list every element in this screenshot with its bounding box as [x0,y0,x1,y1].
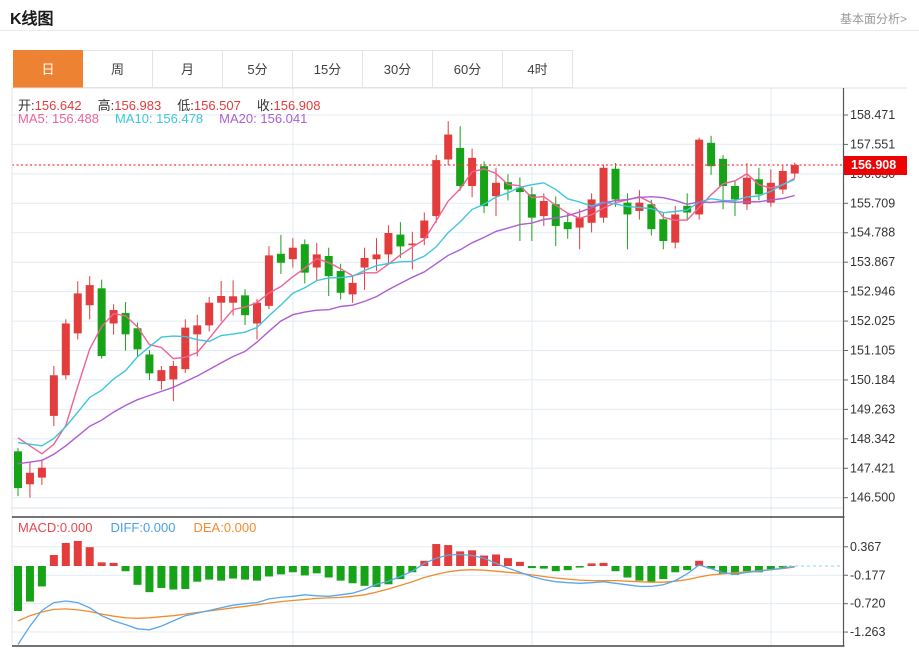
ma5-line [17,168,796,455]
svg-text:152.946: 152.946 [850,285,895,299]
svg-text:147.421: 147.421 [850,461,895,475]
ma10-line [17,178,796,447]
price-axis-labels: 158.471157.551156.630155.709154.788153.8… [843,108,895,639]
dea-value: DEA:0.000 [193,520,257,535]
macd-info-row: MACD:0.000 DIFF:0.000 DEA:0.000 [18,520,256,535]
low-value: 156.507 [193,98,241,113]
low-label: 低: [177,98,194,113]
tab-日[interactable]: 日 [13,50,83,88]
macd-value: MACD:0.000 [18,520,93,535]
svg-text:154.788: 154.788 [850,226,895,240]
tab-30分[interactable]: 30分 [363,50,433,88]
svg-text:-1.263: -1.263 [850,625,885,639]
svg-text:153.867: 153.867 [850,255,895,269]
svg-text:157.551: 157.551 [850,137,895,151]
candlesticks [14,121,799,498]
close-label: 收: [256,98,274,113]
gridlines [12,88,844,646]
header-divider [0,30,919,31]
svg-text:158.471: 158.471 [850,108,895,122]
page-title: K线图 [10,11,54,28]
open-value: 156.642 [34,98,82,113]
panel-borders [11,87,907,647]
ma-info-row: MA5: 156.488 MA10: 156.478 MA20: 156.041 [18,111,307,126]
svg-text:0.367: 0.367 [850,540,881,554]
ma10-value: MA10: 156.478 [114,111,204,126]
macd-lines [17,553,795,645]
svg-text:152.025: 152.025 [850,314,895,328]
fundamental-analysis-link[interactable]: 基本面分析> [839,12,907,26]
svg-text:149.263: 149.263 [850,402,895,416]
svg-text:151.105: 151.105 [850,343,895,357]
high-value: 156.983 [114,98,162,113]
ma-lines [17,168,796,465]
diff-value: DIFF:0.000 [110,520,176,535]
current-price-badge: 156.908 [844,156,907,175]
svg-text:-0.177: -0.177 [850,568,885,582]
ma20-value: MA20: 156.041 [219,111,308,126]
ma20-line [17,194,795,465]
tab-60分[interactable]: 60分 [433,50,503,88]
dea-line [17,566,795,622]
diff-line [17,553,795,645]
svg-text:155.709: 155.709 [850,196,895,210]
macd-histogram [14,540,787,611]
tab-月[interactable]: 月 [153,50,223,88]
interval-tabbar: 日周月 5分 15分 30分 60分 4时 [13,50,573,88]
open-label: 开: [18,98,35,113]
svg-text:146.500: 146.500 [850,491,895,505]
svg-text:150.184: 150.184 [850,373,895,387]
svg-text:148.342: 148.342 [850,432,895,446]
close-value: 156.908 [273,98,321,113]
svg-text:-0.720: -0.720 [850,597,885,611]
ohlc-info-row: 开:156.642 高:156.983 低:156.507 收:156.908 [18,95,337,114]
high-label: 高: [97,98,115,113]
tab-5分[interactable]: 5分 [223,50,293,88]
ma5-value: MA5: 156.488 [18,111,99,126]
